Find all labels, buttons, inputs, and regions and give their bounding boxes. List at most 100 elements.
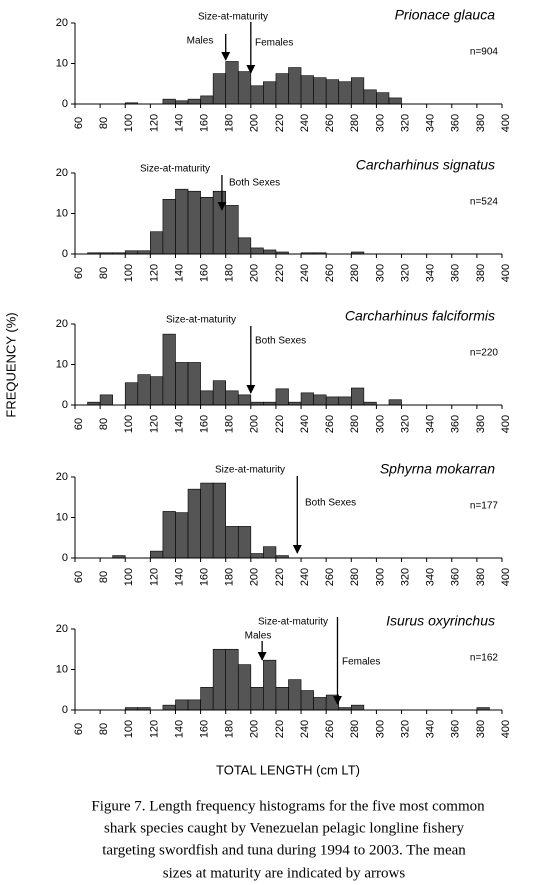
arrow-label: Males xyxy=(187,36,214,47)
x-tick-label: 120 xyxy=(148,568,160,586)
x-tick-label: 380 xyxy=(475,720,487,738)
y-tick-label: 20 xyxy=(56,167,68,179)
maturity-label: Size-at-maturity xyxy=(140,164,210,175)
x-tick-label: 240 xyxy=(299,415,311,433)
bar xyxy=(175,512,189,559)
x-tick-label: 80 xyxy=(98,418,110,430)
x-tick-label: 240 xyxy=(299,568,311,586)
x-tick-label: 120 xyxy=(148,114,160,132)
maturity-label: Size-at-maturity xyxy=(258,617,328,628)
x-tick-label: 100 xyxy=(123,114,135,132)
y-tick-label: 10 xyxy=(56,511,68,523)
y-tick-label: 0 xyxy=(62,552,68,564)
x-tick-label: 300 xyxy=(374,720,386,738)
x-tick-label: 80 xyxy=(98,571,110,583)
bar xyxy=(250,687,264,711)
x-tick-label: 220 xyxy=(274,720,286,738)
caption-line: Figure 7. Length frequency histograms fo… xyxy=(91,798,485,814)
x-tick-label: 400 xyxy=(500,415,512,433)
x-tick-label: 240 xyxy=(299,114,311,132)
bar xyxy=(225,526,239,559)
bar xyxy=(263,249,277,255)
bar xyxy=(388,399,402,406)
bar xyxy=(275,687,289,711)
y-tick-label: 0 xyxy=(62,98,68,110)
bar xyxy=(212,648,227,711)
bar xyxy=(225,648,239,711)
bar xyxy=(187,488,201,559)
x-tick-label: 320 xyxy=(399,415,411,433)
x-tick-label: 400 xyxy=(500,568,512,586)
bar xyxy=(162,333,176,406)
x-tick-label: 160 xyxy=(198,568,210,586)
bar xyxy=(99,394,113,406)
x-tick-label: 60 xyxy=(73,571,85,583)
x-tick-label: 200 xyxy=(249,415,261,433)
caption-line: shark species caught by Venezuelan pelag… xyxy=(104,820,465,836)
y-tick-label: 10 xyxy=(56,57,68,69)
x-tick-label: 280 xyxy=(349,264,361,282)
bar xyxy=(350,387,365,406)
x-tick-label: 260 xyxy=(324,415,336,433)
bar xyxy=(263,546,277,559)
x-tick-label: 280 xyxy=(349,114,361,132)
y-tick-label: 20 xyxy=(56,471,68,483)
bar xyxy=(313,394,327,406)
bar xyxy=(124,382,139,406)
x-tick-label: 280 xyxy=(349,415,361,433)
bar xyxy=(225,390,239,406)
x-tick-label: 180 xyxy=(224,415,236,433)
maturity-label: Size-at-maturity xyxy=(166,315,236,326)
bar xyxy=(300,690,314,711)
x-tick-label: 260 xyxy=(324,264,336,282)
x-tick-label: 100 xyxy=(123,415,135,433)
x-tick-label: 200 xyxy=(249,568,261,586)
maturity-label: Size-at-maturity xyxy=(198,12,268,23)
x-tick-label: 160 xyxy=(198,264,210,282)
x-tick-label: 380 xyxy=(475,114,487,132)
bar xyxy=(200,197,214,255)
x-tick-label: 140 xyxy=(173,720,185,738)
x-tick-label: 220 xyxy=(274,114,286,132)
bar xyxy=(200,390,214,406)
x-tick-label: 140 xyxy=(173,568,185,586)
caption-line: targeting swordfish and tuna during 1994… xyxy=(102,842,466,858)
bar xyxy=(325,79,340,105)
bar xyxy=(175,362,189,406)
x-tick-label: 380 xyxy=(475,568,487,586)
x-tick-label: 60 xyxy=(73,418,85,430)
arrow-label: Males xyxy=(245,631,272,642)
bar xyxy=(175,188,189,255)
bar xyxy=(187,98,201,105)
x-tick-label: 120 xyxy=(148,720,160,738)
bar xyxy=(162,511,176,559)
bar xyxy=(162,98,176,105)
x-tick-label: 320 xyxy=(399,114,411,132)
bar xyxy=(250,247,264,255)
y-tick-label: 0 xyxy=(62,399,68,411)
x-axis-label: TOTAL LENGTH (cm LT) xyxy=(216,762,360,777)
x-tick-label: 340 xyxy=(425,264,437,282)
x-tick-label: 400 xyxy=(500,720,512,738)
bar xyxy=(388,97,402,105)
bar xyxy=(313,697,327,711)
x-tick-label: 300 xyxy=(374,114,386,132)
x-tick-label: 60 xyxy=(73,723,85,735)
x-tick-label: 340 xyxy=(425,720,437,738)
x-tick-label: 360 xyxy=(450,720,462,738)
bar xyxy=(150,550,164,559)
x-tick-label: 240 xyxy=(299,720,311,738)
x-tick-label: 140 xyxy=(173,415,185,433)
panel-title: Isurus oxyrinchus xyxy=(386,613,495,629)
x-tick-label: 300 xyxy=(374,568,386,586)
x-tick-label: 260 xyxy=(324,568,336,586)
bar xyxy=(350,77,365,105)
bar xyxy=(237,526,252,559)
bar xyxy=(263,81,277,105)
x-tick-label: 360 xyxy=(450,415,462,433)
arrow-label: Females xyxy=(255,38,293,49)
bar xyxy=(288,679,302,711)
bar xyxy=(162,199,176,255)
x-tick-label: 380 xyxy=(475,264,487,282)
x-tick-label: 100 xyxy=(123,568,135,586)
